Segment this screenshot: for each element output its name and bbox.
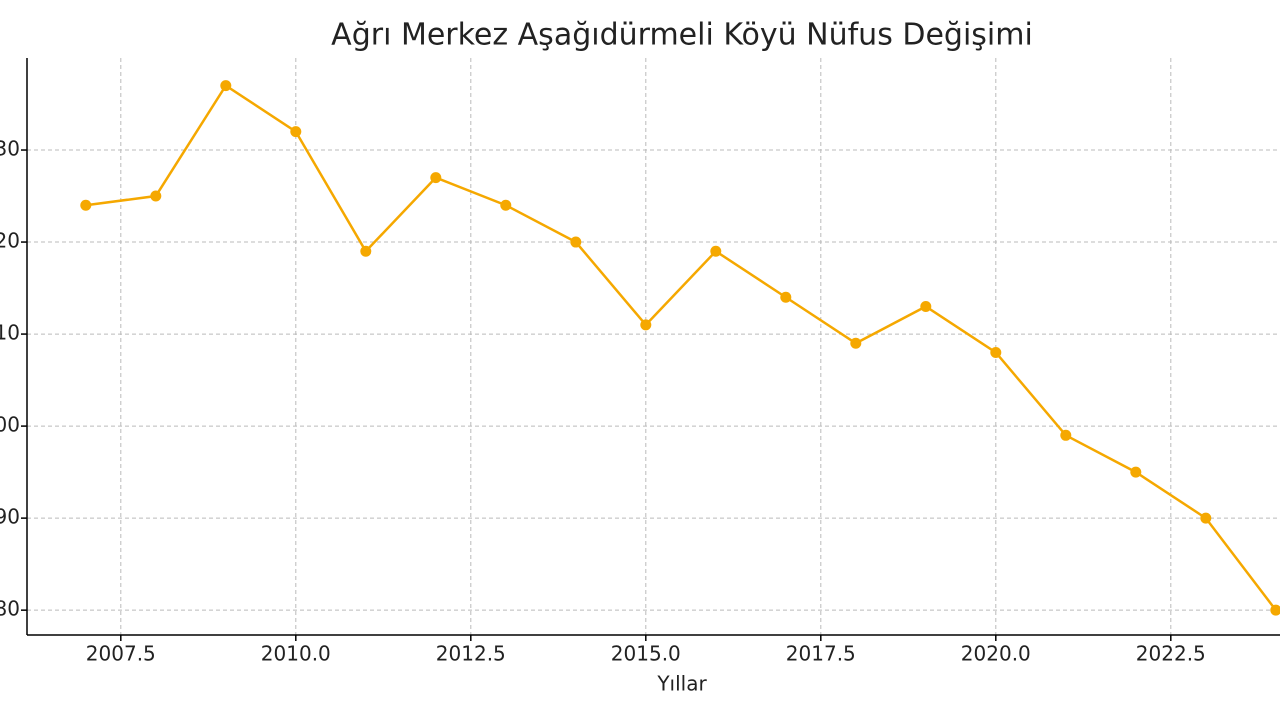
x-tick-label: 2012.5 — [436, 642, 506, 666]
chart-title: Ağrı Merkez Aşağıdürmeli Köyü Nüfus Deği… — [331, 18, 1033, 53]
x-tick-label: 2010.0 — [261, 642, 331, 666]
x-tick-label: 2022.5 — [1136, 642, 1206, 666]
point — [570, 236, 582, 248]
x-tick-label: 2015.0 — [611, 642, 681, 666]
point — [430, 172, 442, 184]
point — [1200, 512, 1212, 524]
x-tick-label: 2020.0 — [961, 642, 1031, 666]
point — [710, 245, 722, 257]
point — [80, 199, 92, 211]
x-tick-label: 2007.5 — [86, 642, 156, 666]
point — [1130, 466, 1142, 478]
point — [220, 80, 232, 92]
point — [990, 346, 1002, 358]
point — [290, 126, 302, 138]
point — [1060, 429, 1072, 441]
point — [360, 245, 372, 257]
point — [920, 300, 932, 312]
point — [640, 319, 652, 331]
y-tick-label: 110 — [0, 321, 20, 345]
y-tick-label: 100 — [0, 413, 20, 437]
y-tick-label: 80 — [0, 597, 20, 621]
y-tick-label: 130 — [0, 137, 20, 161]
line — [85, 83, 1277, 611]
point — [1270, 604, 1280, 616]
y-tick-label: 90 — [0, 505, 20, 529]
x-axis-label: Yıllar — [656, 672, 707, 696]
point — [850, 337, 862, 349]
point — [500, 199, 512, 211]
point — [150, 190, 162, 202]
point — [780, 291, 792, 303]
y-tick-label: 120 — [0, 229, 20, 253]
x-tick-label: 2017.5 — [786, 642, 856, 666]
